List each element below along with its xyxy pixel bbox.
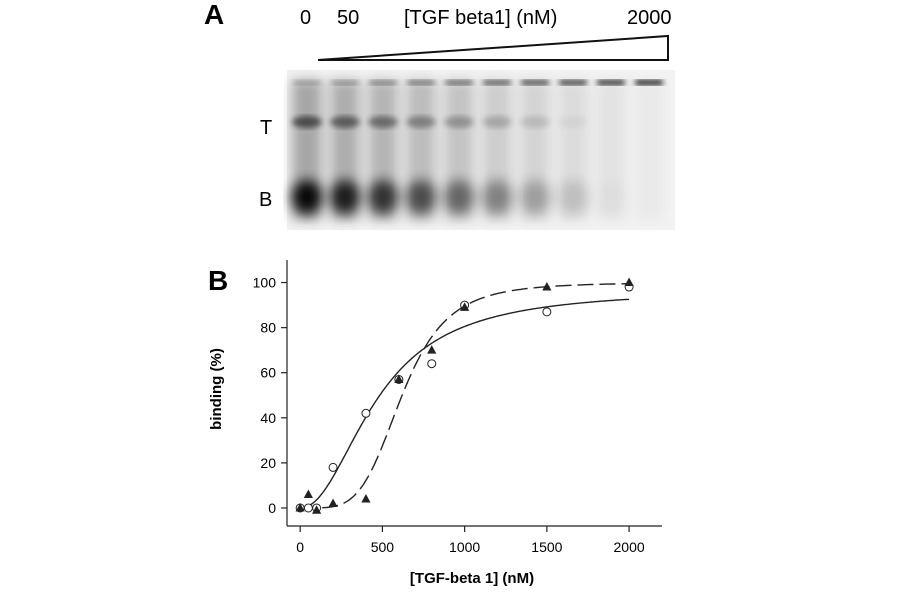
gel-band-bottom bbox=[596, 180, 626, 214]
x-tick-label: 0 bbox=[296, 539, 304, 555]
data-point-triangle bbox=[328, 498, 338, 507]
y-tick-label: 100 bbox=[253, 275, 277, 291]
gel-lane bbox=[444, 80, 474, 220]
gel-band-top bbox=[482, 116, 512, 128]
data-point-triangle bbox=[624, 277, 634, 287]
data-point-circle bbox=[303, 503, 313, 513]
y-tick-label: 60 bbox=[260, 365, 276, 381]
gel-well-band bbox=[597, 80, 625, 85]
gel-band-top bbox=[368, 116, 398, 128]
data-point-circle bbox=[427, 359, 437, 369]
gel-lane bbox=[292, 80, 322, 220]
concentration-title: [TGF beta1] (nM) bbox=[404, 7, 557, 29]
gel-well-band bbox=[331, 80, 359, 85]
band-label-bottom: B bbox=[259, 189, 272, 211]
data-point-triangle bbox=[303, 489, 313, 498]
gel-band-bottom bbox=[406, 180, 436, 214]
gel-well-band bbox=[559, 80, 587, 85]
gel-band-bottom bbox=[482, 180, 512, 214]
gel-band-top bbox=[520, 116, 550, 128]
data-point-triangle bbox=[460, 302, 470, 311]
concentration-high-label: 2000 bbox=[627, 7, 672, 29]
gel-lane bbox=[635, 80, 663, 85]
x-tick-label: 2000 bbox=[614, 539, 645, 555]
y-tick-label: 80 bbox=[260, 320, 276, 336]
fit-curves bbox=[300, 283, 630, 509]
gel-well-band bbox=[407, 80, 435, 85]
fit-curve-dashed bbox=[300, 283, 630, 509]
concentration-gradient-wedge bbox=[317, 34, 669, 61]
gel-lane bbox=[368, 80, 398, 220]
x-tick-label: 1000 bbox=[449, 539, 480, 555]
panel-a-letter: A bbox=[204, 0, 224, 30]
x-axis-label: [TGF-beta 1] (nM) bbox=[410, 570, 534, 587]
gel-band-top bbox=[406, 116, 436, 128]
gel-well-band bbox=[369, 80, 397, 85]
gel-band-bottom bbox=[368, 180, 398, 214]
y-tick-label: 40 bbox=[260, 410, 276, 426]
gel-lane bbox=[330, 80, 360, 220]
gel-band-top bbox=[444, 116, 474, 128]
gel-band-top bbox=[558, 116, 588, 128]
gel-lane bbox=[520, 80, 550, 220]
data-point-triangle bbox=[312, 505, 322, 514]
gel-lane bbox=[558, 80, 588, 220]
gel-well-band bbox=[483, 80, 511, 85]
gel-band-bottom bbox=[292, 180, 322, 214]
gel-lane bbox=[406, 80, 436, 220]
data-point-triangle bbox=[361, 493, 371, 503]
data-point-triangle bbox=[295, 502, 305, 512]
data-point-triangle bbox=[427, 345, 437, 354]
x-tick-label: 500 bbox=[371, 539, 395, 555]
fit-curve-solid bbox=[300, 298, 630, 509]
gel-band-top bbox=[292, 116, 322, 128]
gel-well-band bbox=[445, 80, 473, 85]
data-point-circle bbox=[542, 307, 552, 317]
band-label-top: T bbox=[260, 117, 272, 139]
data-point-circle bbox=[361, 408, 371, 418]
x-tick-label: 1500 bbox=[531, 539, 562, 555]
gel-lane bbox=[482, 80, 512, 220]
panel-b-letter: B bbox=[208, 265, 228, 296]
gel-band-bottom bbox=[558, 180, 588, 214]
y-axis-label: binding (%) bbox=[208, 348, 225, 430]
gel-band-bottom bbox=[444, 180, 474, 214]
data-points bbox=[295, 277, 634, 514]
gel-well-band bbox=[293, 80, 321, 85]
gel-band-bottom bbox=[330, 180, 360, 214]
gel-well-band bbox=[635, 80, 663, 85]
gel-band-top bbox=[330, 116, 360, 128]
concentration-second-label: 50 bbox=[337, 7, 359, 29]
gel-band-bottom bbox=[520, 180, 550, 214]
y-tick-label: 0 bbox=[268, 500, 276, 516]
data-point-circle bbox=[328, 462, 338, 472]
data-point-triangle bbox=[394, 374, 404, 383]
y-tick-label: 20 bbox=[260, 455, 276, 471]
data-point-triangle bbox=[542, 282, 552, 291]
panel-a: A 0 50 [TGF beta1] (nM) 2000 T B bbox=[204, 0, 675, 230]
gel-lanes bbox=[292, 80, 663, 220]
gel-lane bbox=[596, 80, 626, 220]
gel-lane-smear bbox=[596, 80, 626, 220]
gel-well-band bbox=[521, 80, 549, 85]
concentration-low-label: 0 bbox=[300, 7, 311, 29]
